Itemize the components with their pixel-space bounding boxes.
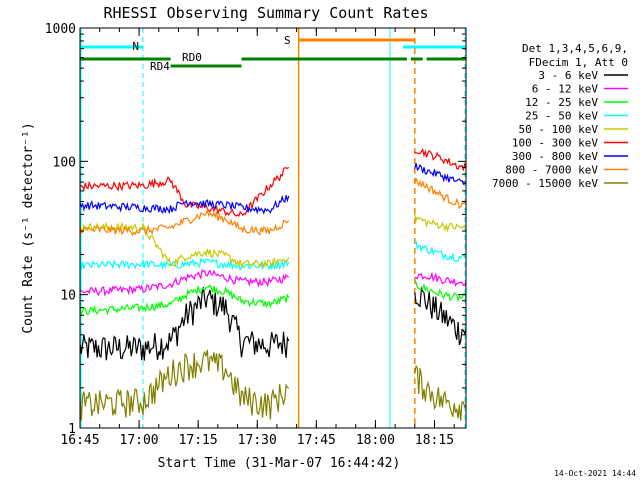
x-tick-label: 17:15 [179,433,218,448]
x-tick-label: 17:45 [297,433,336,448]
series-line [414,285,467,345]
legend-label: 800 - 7000 keV [505,164,598,177]
series-line [79,221,290,270]
series-line [414,213,467,233]
y-tick-label: 1 [68,422,76,437]
legend-header-line-2: FDecim 1, Att 0 [529,56,628,69]
series-line [414,177,467,209]
legend: Det 1,3,4,5,6,9, FDecim 1, Att 0 3 - 6 k… [492,42,628,190]
x-tick-label: 16:45 [60,433,99,448]
flag-bars: N S RD0 RD4 [80,28,466,428]
series-line [79,268,290,297]
night-label: N [132,40,139,53]
legend-header-line-1: Det 1,3,4,5,6,9, [522,42,628,55]
plot-frame [79,27,467,429]
series-line [414,271,467,287]
series-line [79,194,290,215]
legend-label: 3 - 6 keV [538,69,598,82]
series-line [79,166,290,218]
rd4-label: RD4 [150,60,170,73]
rd0-label: RD0 [182,51,202,64]
series-line [414,163,467,186]
series-line [414,279,467,303]
x-tick-label: 17:30 [238,433,277,448]
legend-label: 6 - 12 keV [532,83,599,96]
y-axis-label: Count Rate (s⁻¹ detector⁻¹) [21,122,36,333]
legend-label: 25 - 50 keV [525,110,598,123]
saa-label: S [284,34,291,47]
legend-label: 300 - 800 keV [512,150,598,163]
series-line [79,349,289,421]
x-tick-label: 18:00 [356,433,395,448]
x-tick-label: 18:15 [415,433,454,448]
series-line [414,364,467,421]
legend-label: 50 - 100 keV [519,123,599,136]
series-line [79,207,290,237]
x-axis-label: Start Time (31-Mar-07 16:44:42) [158,456,401,471]
series-line [79,284,290,317]
legend-label: 100 - 300 keV [512,137,598,150]
legend-label: 12 - 25 keV [525,96,598,109]
axes: 16:45 17:00 17:15 17:30 17:45 18:00 18:15 1 10 10… [45,22,467,448]
x-tick-label: 17:00 [120,433,159,448]
series-line [414,240,466,262]
y-tick-label: 1000 [45,22,76,37]
y-tick-label: 10 [60,289,76,304]
series-line [414,147,467,171]
series-line [79,257,290,271]
series-lines [79,147,467,421]
series-line [79,287,290,361]
legend-label: 7000 - 15000 keV [492,177,598,190]
y-tick-label: 100 [53,155,76,170]
timestamp: 14-Oct-2021 14:44 [554,469,636,478]
chart-title: RHESSI Observing Summary Count Rates [103,4,428,22]
